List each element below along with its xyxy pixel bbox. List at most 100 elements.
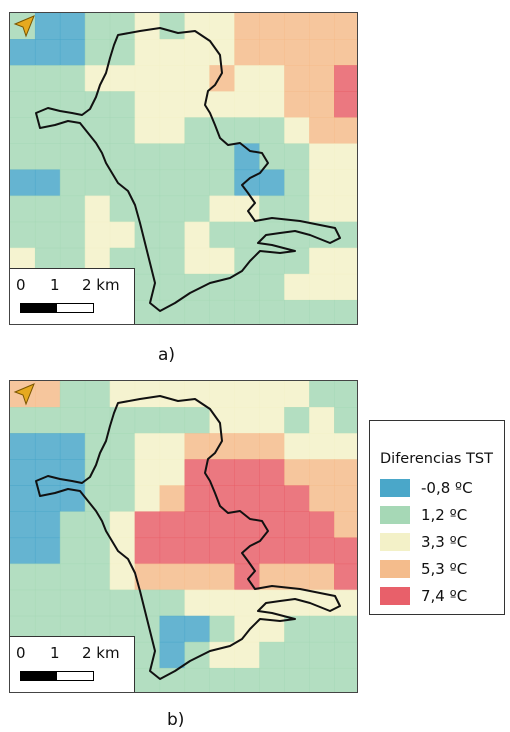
grid-cell [259,667,285,692]
grid-cell [34,407,61,434]
grid-cell [184,563,211,591]
grid-cell [34,589,61,617]
grid-cell [209,221,235,249]
grid-cell [59,511,86,539]
grid-cell [209,169,235,197]
grid-cell [10,433,36,460]
grid-cell [284,459,310,486]
grid-cell [184,485,211,513]
grid-cell [334,221,357,249]
grid-cell [109,589,136,617]
grid-cell [109,195,136,223]
grid-cell [10,65,36,92]
grid-cell [159,407,186,434]
legend-swatch [380,479,410,497]
grid-cell [34,459,61,486]
grid-cell [84,485,111,513]
grid-cell [109,13,136,40]
legend-label: 1,2 ºC [421,506,468,524]
grid-cell [10,39,36,66]
grid-cell [34,169,61,197]
grid-cell [184,13,211,40]
grid-cell [234,91,260,118]
grid-cell [109,459,136,486]
grid-cell [84,13,111,40]
scale-label-0: 0 [16,276,26,294]
grid-cell [259,641,285,669]
grid-cell [309,143,335,171]
grid-cell [184,511,211,539]
grid-cell [309,641,335,669]
grid-cell [234,195,260,223]
grid-cell [159,195,186,223]
grid-cell [84,195,111,223]
grid-cell [284,273,310,301]
grid-cell [334,381,357,408]
grid-cell [134,65,161,92]
scale-label-1: 1 [50,276,60,294]
grid-cell [259,39,285,66]
grid-cell [109,511,136,539]
grid-cell [34,221,61,249]
grid-cell [134,91,161,118]
grid-cell [259,299,285,324]
grid-cell [334,407,357,434]
grid-cell [84,589,111,617]
city-boundary-a [35,27,341,312]
grid-cell [334,641,357,669]
grid-cell [209,299,235,324]
grid-cell [184,299,211,324]
grid-cell [109,65,136,92]
grid-cell [284,65,310,92]
grid-cell [309,299,335,324]
grid-cell [209,537,235,565]
grid-cell [159,91,186,118]
grid-cell [59,433,86,460]
grid-cell [284,143,310,171]
north-arrow-icon [13,383,35,406]
grid-cell [134,39,161,66]
grid-cell [234,247,260,275]
grid-cell [284,407,310,434]
grid-cell [234,13,260,40]
grid-cell [284,485,310,513]
grid-cell [34,13,61,40]
grid-cell [59,169,86,197]
grid-cell [109,407,136,434]
grid-cell [84,91,111,118]
grid-cell [59,39,86,66]
grid-cell [309,117,335,145]
grid-cell [234,117,260,145]
grid-cell [10,143,36,171]
legend: Diferencias TST -0,8 ºC 1,2 ºC 3,3 ºC 5,… [369,420,505,615]
grid-cell [134,667,161,692]
grid-cell [134,169,161,197]
grid-cell [309,195,335,223]
grid-cell [159,39,186,66]
grid-cell [334,39,357,66]
grid-cell [159,221,186,249]
grid-cell [234,65,260,92]
grid-cell [10,221,36,249]
grid-cell [34,195,61,223]
grid-cell [84,143,111,171]
grid-cell [184,615,211,643]
scale-label-2: 2 km [82,276,120,294]
grid-cell [109,91,136,118]
grid-cell [284,667,310,692]
grid-cell [309,563,335,591]
grid-cell [284,169,310,197]
grid-cell [159,537,186,565]
grid-cell [334,91,357,118]
grid-cell [134,537,161,565]
legend-title: Diferencias TST [380,451,493,467]
grid-cell [234,615,260,643]
grid-cell [259,537,285,565]
legend-label: -0,8 ºC [421,479,473,497]
grid-cell [59,381,86,408]
grid-cell [284,117,310,145]
grid-cell [234,641,260,669]
grid-cell [159,459,186,486]
grid-cell [10,407,36,434]
grid-cell [59,407,86,434]
